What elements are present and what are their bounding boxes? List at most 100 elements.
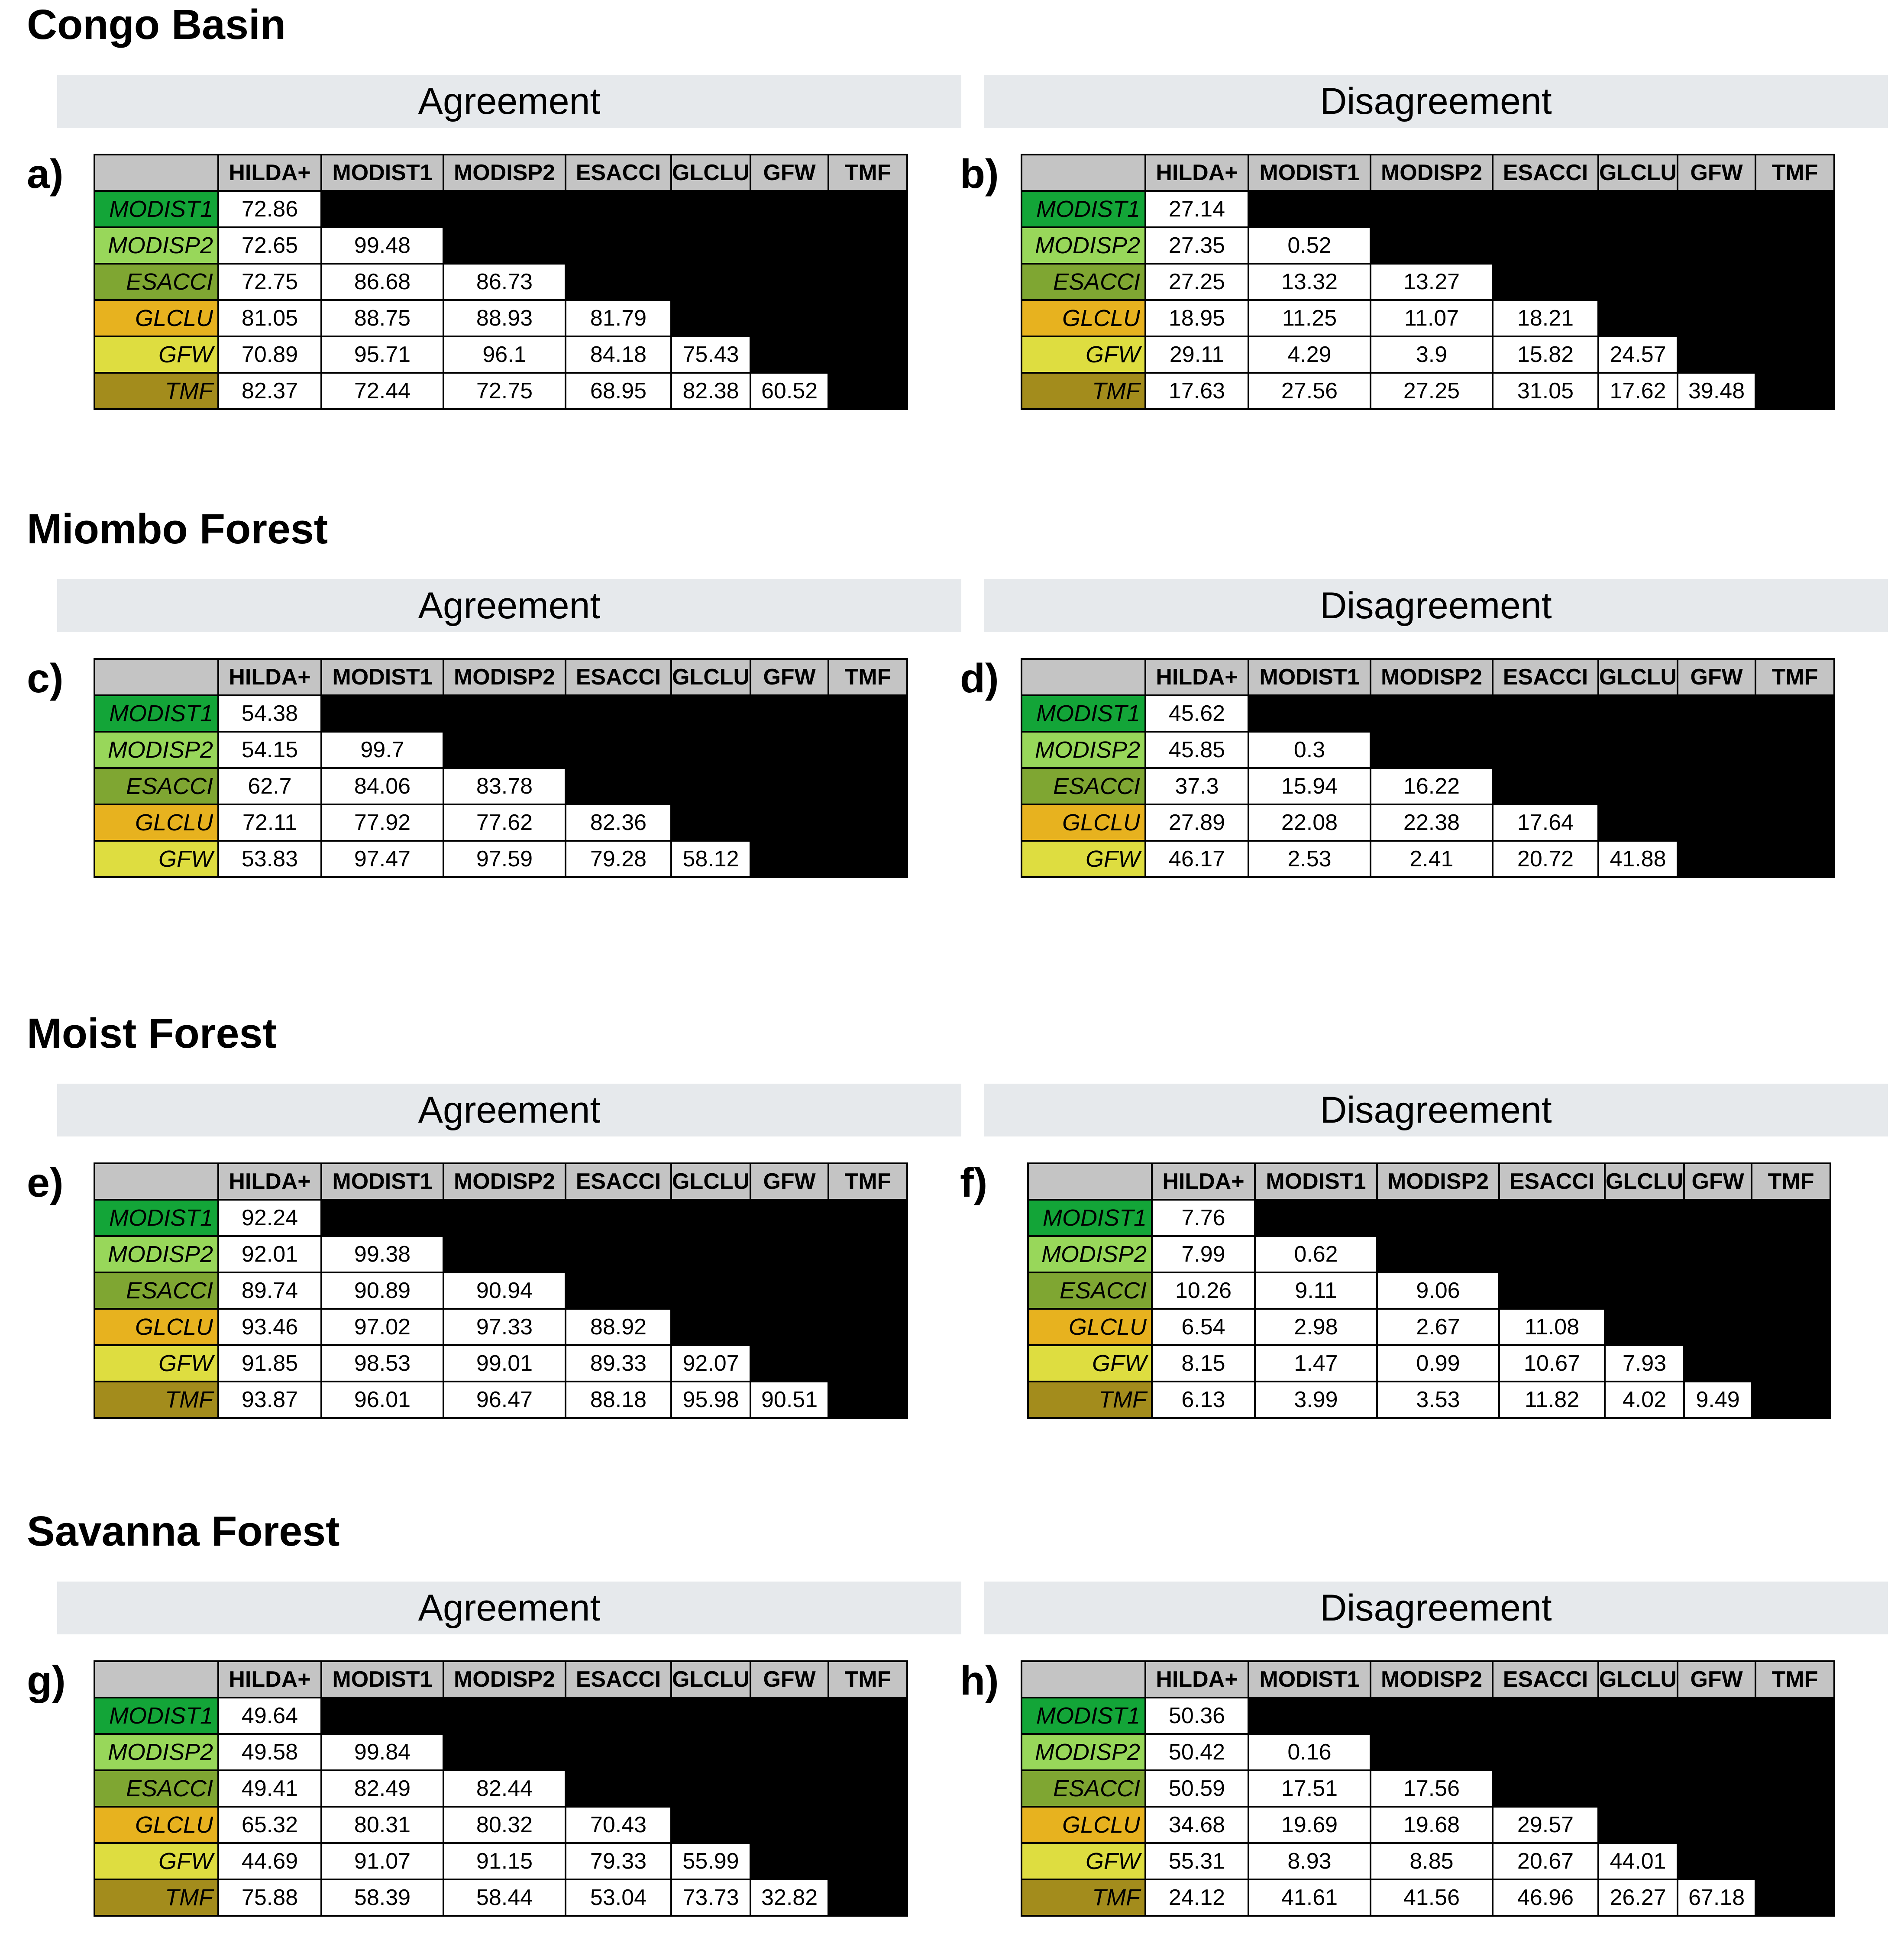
- masked-cell: [670, 1733, 752, 1771]
- header-row: HILDA+ MODIST1 MODISP2 ESACCI GLCLU GFW TMF: [94, 1660, 908, 1698]
- value-cell: 17.64: [1492, 804, 1599, 842]
- row-header: GLCLU: [94, 299, 219, 337]
- header-row: HILDA+ MODIST1 MODISP2 ESACCI GLCLU GFW TMF: [94, 154, 908, 192]
- table-row: MODIST1 7.76: [1027, 1199, 1832, 1237]
- masked-cell: [1597, 1733, 1679, 1771]
- value-cell: 17.63: [1144, 372, 1249, 410]
- value-cell: 88.75: [320, 299, 444, 337]
- row-header: ESACCI: [1021, 263, 1146, 301]
- masked-cell: [750, 1308, 830, 1346]
- value-cell: 4.29: [1248, 336, 1371, 374]
- value-cell: 91.85: [217, 1344, 322, 1382]
- masked-cell: [1603, 1199, 1685, 1237]
- value-cell: 45.62: [1144, 694, 1249, 733]
- masked-cell: [1370, 1733, 1493, 1771]
- row-header: MODISP2: [1021, 1733, 1146, 1771]
- region-title: Miombo Forest: [27, 505, 328, 552]
- table-row: GLCLU 93.46 97.02 97.33 88.92: [94, 1308, 908, 1346]
- value-cell: 93.87: [217, 1381, 322, 1419]
- value-cell: 44.01: [1597, 1842, 1679, 1880]
- row-header: GLCLU: [94, 804, 219, 842]
- table-row: ESACCI 37.3 15.94 16.22: [1021, 767, 1836, 805]
- column-header: MODISP2: [443, 658, 566, 696]
- masked-cell: [565, 1769, 672, 1808]
- masked-cell: [1755, 372, 1836, 410]
- value-cell: 67.18: [1677, 1879, 1757, 1917]
- masked-cell: [1603, 1308, 1685, 1346]
- column-header: GLCLU: [1597, 154, 1679, 192]
- table-row: MODISP2 54.15 99.7: [94, 731, 908, 769]
- row-header: GLCLU: [1021, 804, 1146, 842]
- column-header: ESACCI: [565, 1162, 672, 1201]
- section-header-agreement: Agreement: [57, 579, 961, 632]
- masked-cell: [750, 1199, 830, 1237]
- row-header: ESACCI: [94, 1272, 219, 1310]
- column-header: TMF: [1755, 658, 1836, 696]
- masked-cell: [1370, 226, 1493, 265]
- masked-cell: [1677, 731, 1757, 769]
- value-cell: 2.98: [1254, 1308, 1378, 1346]
- value-cell: 72.75: [443, 372, 566, 410]
- value-cell: 81.79: [565, 299, 672, 337]
- matrix-table-agreement: HILDA+ MODIST1 MODISP2 ESACCI GLCLU GFW TMF MOD…: [94, 1660, 908, 1917]
- column-header: HILDA+: [1144, 1660, 1249, 1698]
- value-cell: 27.25: [1144, 263, 1249, 301]
- masked-cell: [1683, 1199, 1753, 1237]
- value-cell: 95.71: [320, 336, 444, 374]
- value-cell: 99.48: [320, 226, 444, 265]
- value-cell: 84.06: [320, 767, 444, 805]
- value-cell: 17.51: [1248, 1769, 1371, 1808]
- masked-cell: [565, 1697, 672, 1735]
- table-row: GLCLU 81.05 88.75 88.93 81.79: [94, 299, 908, 337]
- masked-cell: [750, 1344, 830, 1382]
- masked-cell: [1677, 1842, 1757, 1880]
- value-cell: 7.99: [1151, 1235, 1256, 1273]
- value-cell: 11.25: [1248, 299, 1371, 337]
- masked-cell: [1376, 1199, 1500, 1237]
- value-cell: 6.13: [1151, 1381, 1256, 1419]
- masked-cell: [670, 1697, 752, 1735]
- row-header: MODISP2: [94, 731, 219, 769]
- table-row: MODISP2 27.35 0.52: [1021, 226, 1836, 265]
- masked-cell: [565, 1235, 672, 1273]
- masked-cell: [1677, 1733, 1757, 1771]
- masked-cell: [1751, 1235, 1832, 1273]
- table-row: MODIST1 72.86: [94, 190, 908, 228]
- masked-cell: [750, 299, 830, 337]
- matrix-table-disagreement: HILDA+ MODIST1 MODISP2 ESACCI GLCLU GFW TMF MOD…: [1021, 1660, 1836, 1917]
- value-cell: 72.86: [217, 190, 322, 228]
- value-cell: 15.82: [1492, 336, 1599, 374]
- corner-cell: [1021, 154, 1146, 192]
- masked-cell: [1751, 1344, 1832, 1382]
- masked-cell: [828, 767, 908, 805]
- value-cell: 54.38: [217, 694, 322, 733]
- masked-cell: [828, 1697, 908, 1735]
- value-cell: 8.85: [1370, 1842, 1493, 1880]
- region-title: Moist Forest: [27, 1010, 277, 1057]
- row-header: MODIST1: [94, 1697, 219, 1735]
- row-header: TMF: [1021, 372, 1146, 410]
- row-header: GLCLU: [94, 1806, 219, 1844]
- masked-cell: [1751, 1308, 1832, 1346]
- masked-cell: [320, 694, 444, 733]
- masked-cell: [1755, 299, 1836, 337]
- table-row: GFW 8.15 1.47 0.99 10.67 7.93: [1027, 1344, 1832, 1382]
- row-header: ESACCI: [1027, 1272, 1153, 1310]
- row-header: GFW: [94, 1842, 219, 1880]
- value-cell: 8.93: [1248, 1842, 1371, 1880]
- column-header: TMF: [1755, 154, 1836, 192]
- value-cell: 11.82: [1498, 1381, 1606, 1419]
- table-row: GLCLU 18.95 11.25 11.07 18.21: [1021, 299, 1836, 337]
- masked-cell: [1597, 190, 1679, 228]
- header-row: HILDA+ MODIST1 MODISP2 ESACCI GLCLU GFW TMF: [1021, 1660, 1836, 1698]
- matrix-table-disagreement: HILDA+ MODIST1 MODISP2 ESACCI GLCLU GFW TMF MOD…: [1027, 1162, 1832, 1419]
- value-cell: 27.89: [1144, 804, 1249, 842]
- masked-cell: [1492, 1769, 1599, 1808]
- masked-cell: [670, 263, 752, 301]
- column-header: ESACCI: [565, 1660, 672, 1698]
- section-header-agreement: Agreement: [57, 1582, 961, 1634]
- column-header: TMF: [1751, 1162, 1832, 1201]
- masked-cell: [750, 336, 830, 374]
- table-row: MODIST1 50.36: [1021, 1697, 1836, 1735]
- row-header: TMF: [1021, 1879, 1146, 1917]
